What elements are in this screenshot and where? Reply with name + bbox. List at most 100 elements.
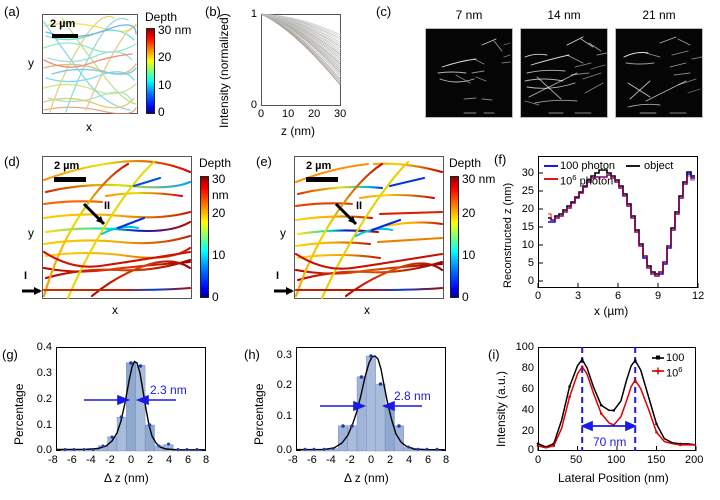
panel-g-bars [60, 362, 202, 452]
panel-i-xtick-50: 50 [570, 454, 583, 466]
panel-f-xtick-12: 12 [692, 290, 705, 302]
panel-h-xtick-0: 0 [368, 454, 375, 466]
panel-i-ytick-100: 100 [515, 341, 534, 353]
panel-d-arrow-I [22, 287, 42, 295]
panel-i-ytick-60: 60 [521, 383, 534, 395]
panel-h-xtick--6: -6 [307, 454, 317, 466]
panel-h-bars [300, 355, 442, 452]
panel-d-xlabel: x [112, 303, 118, 317]
panel-c-label: (c) [376, 4, 392, 19]
panel-g-label: (g) [2, 347, 18, 362]
panel-i-ytick-80: 80 [521, 362, 534, 374]
panel-i-series-1e6 [537, 365, 697, 449]
panel-a-colorbar-tick-20: 20 [158, 50, 172, 64]
panel-g-ytick-0.2: 0.2 [36, 393, 52, 405]
panel-e-colorbar-tick-0: 0 [462, 290, 469, 304]
panel-e-colorbar-tick-30: 30 nm [462, 172, 496, 186]
panel-g-ytick-0.1: 0.1 [36, 419, 52, 431]
panel-e-marker-I: I [276, 270, 280, 282]
panel-d-colorbar-title: Depth [199, 156, 232, 170]
panel-e-scalebar-label: 2 µm [306, 160, 332, 172]
panel-f-xtick-9: 9 [655, 290, 662, 302]
panel-a: (a) y x 2 µm Depth 30 nm 20 10 [0, 0, 191, 145]
panel-g-xtick--2: -2 [105, 454, 115, 466]
panel-g-xtick-2: 2 [147, 454, 154, 466]
panel-h-xtick-8: 8 [443, 454, 450, 466]
panel-e-colorbar-tick-10: 10 [462, 248, 476, 262]
panel-f-legend-swatches [544, 165, 640, 180]
panel-b-ytick-0: 0 [250, 99, 257, 111]
panel-i-xtick-100: 100 [607, 454, 626, 466]
panel-a-colorbar [146, 28, 155, 114]
panel-d-arrow-II [82, 202, 106, 226]
panel-b-label: (b) [205, 4, 221, 19]
panel-a-colorbar-title: Depth [145, 10, 178, 24]
panel-h-xtick--4: -4 [326, 454, 336, 466]
panel-d-scalebar [54, 177, 86, 182]
panel-f-axes [538, 156, 698, 288]
panel-g-xtick--8: -8 [48, 454, 58, 466]
panel-h-xlabel: Δ z (nm) [344, 471, 389, 485]
panel-g-xlabel: Δ z (nm) [104, 471, 149, 485]
panel-f-ytick-0: 0 [527, 275, 534, 287]
panel-d: (d) [0, 148, 238, 320]
panel-f-ylabel: Reconstructed z (nm) [502, 182, 514, 288]
panel-h-ytick-0.0: 0.0 [276, 444, 292, 456]
panel-b: (b) [195, 0, 370, 145]
panel-i-xtick-200: 200 [685, 454, 704, 466]
panel-b-xtick-20: 20 [308, 108, 321, 120]
panel-f-ytick-25: 25 [521, 185, 534, 197]
panel-i-xtick-150: 150 [647, 454, 666, 466]
panel-f-ytick-10: 10 [521, 239, 534, 251]
panel-a-colorbar-tick-0: 0 [158, 105, 165, 119]
panel-b-xtick-10: 10 [282, 108, 295, 120]
panel-d-colorbar-tick-30: 30 [212, 172, 226, 186]
panel-a-scalebar-label: 2 µm [50, 18, 76, 30]
panel-f-xlabel: x (µm) [594, 304, 629, 318]
panel-f-ytick-5: 5 [527, 257, 534, 269]
panel-f-legend-1e6photon: 106 photon [560, 173, 614, 188]
panel-d-marker-II: II [104, 200, 111, 212]
panel-d-ylabel: y [28, 226, 34, 240]
panel-e-colorbar [450, 176, 459, 298]
panel-e-label: (e) [256, 154, 272, 169]
panel-f-label: (f) [494, 152, 507, 167]
panel-c-image-21nm [615, 28, 703, 118]
panel-a-ylabel: y [28, 56, 34, 70]
panel-e-marker-II: II [356, 200, 363, 212]
panel-a-scalebar [52, 34, 78, 38]
panel-i: (i) [480, 325, 720, 500]
panel-h: (h) [240, 325, 478, 500]
panel-g: (g) [0, 325, 238, 500]
panel-c: (c) 7 nm 14 nm [372, 0, 720, 145]
panel-e-ylabel: y [280, 226, 286, 240]
panel-f-ytick-20: 20 [521, 203, 534, 215]
panel-f: (f) 100 photon object 106 photon 30 25 2… [482, 148, 720, 320]
panel-i-ytick-0: 0 [527, 444, 534, 456]
panel-a-xlabel: x [86, 120, 92, 134]
panel-b-xtick-30: 30 [334, 108, 347, 120]
panel-a-label: (a) [4, 4, 20, 19]
panel-f-xtick-0: 0 [535, 290, 542, 302]
panel-h-fwhm-annotation: 2.8 nm [394, 389, 431, 403]
panel-i-series-100 [537, 358, 697, 448]
panel-d-scalebar-label: 2 µm [54, 160, 80, 172]
panel-h-xtick-4: 4 [406, 454, 413, 466]
panel-i-ylabel: Intensity (a.u.) [494, 370, 508, 447]
panel-f-xtick-6: 6 [615, 290, 622, 302]
panel-e-arrow-II [334, 202, 358, 226]
panel-b-xtick-0: 0 [258, 108, 265, 120]
panel-c-image-14nm [520, 28, 608, 118]
panel-f-legend-100photon: 100 photon [560, 160, 616, 172]
panel-e-colorbar-title: Depth [449, 156, 482, 170]
panel-d-tracks [42, 160, 192, 299]
panel-i-legend-100: 100 [666, 352, 685, 364]
panel-i-plot [536, 347, 697, 451]
panel-g-plot [55, 360, 207, 452]
panel-f-plot [537, 169, 699, 288]
panel-h-ytick-0.2: 0.2 [276, 379, 292, 391]
panel-i-label: (i) [488, 347, 500, 362]
panel-g-xtick-0: 0 [128, 454, 135, 466]
panel-i-distance-annotation: 70 nm [593, 435, 627, 449]
panel-h-xtick-6: 6 [425, 454, 432, 466]
